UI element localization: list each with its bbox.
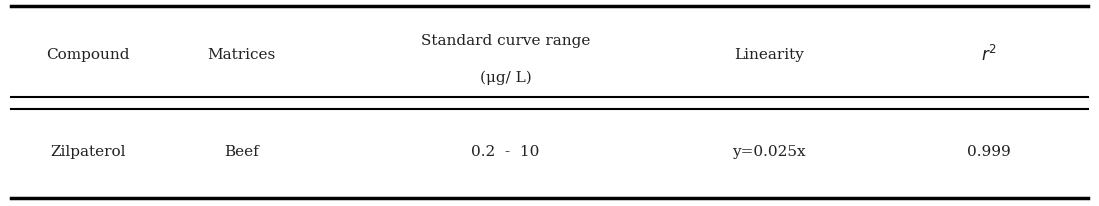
Text: Matrices: Matrices (208, 48, 276, 62)
Text: Standard curve range: Standard curve range (421, 34, 590, 48)
Text: 0.2  -  10: 0.2 - 10 (471, 145, 540, 159)
Text: 0.999: 0.999 (967, 145, 1011, 159)
Text: Linearity: Linearity (734, 48, 804, 62)
Text: Zilpaterol: Zilpaterol (51, 145, 125, 159)
Text: (μg/ L): (μg/ L) (479, 71, 532, 85)
Text: Compound: Compound (46, 48, 130, 62)
Text: $r^{2}$: $r^{2}$ (981, 44, 997, 65)
Text: Beef: Beef (224, 145, 259, 159)
Text: y=0.025x: y=0.025x (733, 145, 806, 159)
